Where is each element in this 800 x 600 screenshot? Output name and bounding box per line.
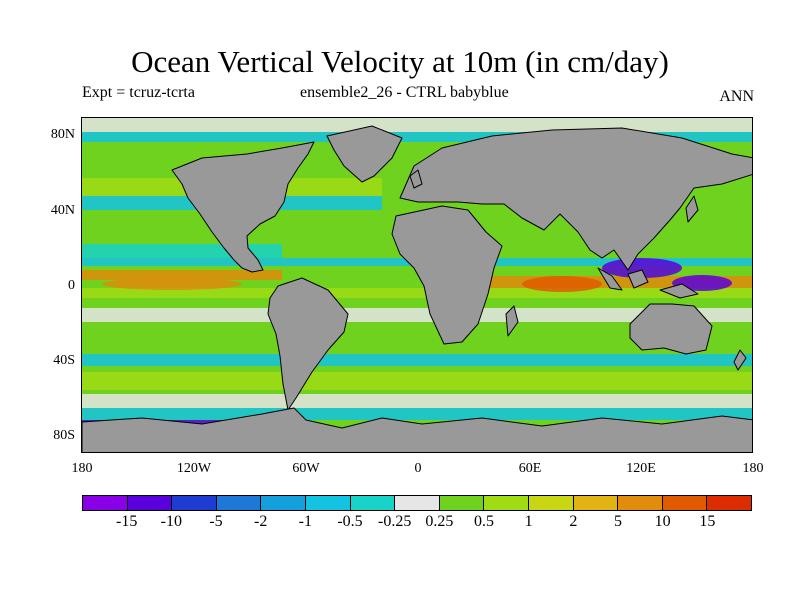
- field-band: [82, 408, 752, 420]
- japan: [685, 195, 699, 223]
- land-masses: [82, 125, 752, 452]
- south-america: [267, 277, 349, 411]
- field-band: [82, 270, 282, 280]
- lon-label-120w: 120W: [176, 461, 212, 476]
- colorbar-tick-label: 5: [614, 513, 622, 530]
- colorbar-tick-label: 0.5: [474, 513, 494, 530]
- colorbar-segment: [484, 496, 529, 510]
- field-band: [82, 118, 752, 132]
- lat-label-40s: 40S: [53, 353, 75, 368]
- colorbar-tick-label: -0.25: [377, 513, 412, 530]
- lon-label-120e: 120E: [626, 461, 656, 476]
- colorbar-tick-label: 10: [654, 513, 671, 530]
- colorbar-segment: [395, 496, 440, 510]
- colorbar-tick-label: 0.25: [425, 513, 454, 530]
- field-band: [82, 308, 752, 322]
- colorbar-tick-label: 2: [569, 513, 578, 530]
- eurasia: [399, 127, 752, 271]
- uk: [409, 169, 423, 189]
- colorbar-tick-label: -5: [209, 513, 223, 530]
- field-band: [82, 330, 752, 346]
- lat-label-equator: 0: [68, 278, 75, 293]
- field-band: [82, 372, 752, 390]
- colorbar-tick-label: -1: [298, 513, 312, 530]
- colorbar-segment: [439, 496, 485, 510]
- world-map: [82, 118, 752, 452]
- field-patch: [102, 278, 242, 290]
- colorbar-segment: [172, 496, 217, 510]
- colorbar: [82, 495, 752, 511]
- colorbar-tick-label: -15: [115, 513, 138, 530]
- lat-label-80s: 80S: [53, 428, 75, 443]
- australia: [629, 303, 713, 355]
- lat-label-80n: 80N: [50, 127, 75, 142]
- colorbar-segment: [261, 496, 306, 510]
- field-band: [82, 354, 752, 366]
- experiment-label: Expt = tcruz-tcrta: [82, 84, 195, 101]
- plot-title: Ocean Vertical Velocity at 10m (in cm/da…: [131, 44, 669, 79]
- field-band: [82, 394, 752, 408]
- field-patch: [522, 276, 602, 292]
- new-zealand: [733, 349, 747, 371]
- colorbar-tick-label: 1: [524, 513, 533, 530]
- season-label: ANN: [719, 88, 754, 105]
- colorbar-segment: [305, 496, 351, 510]
- antarctica: [82, 407, 752, 452]
- colorbar-segment: [662, 496, 708, 510]
- new-guinea: [659, 283, 699, 299]
- lon-label-60e: 60E: [518, 461, 542, 476]
- colorbar-segment: [707, 496, 751, 510]
- colorbar-tick-label: -2: [253, 513, 268, 530]
- lon-label-180w: 180: [71, 461, 93, 476]
- colorbar-segment: [350, 496, 396, 510]
- north-america: [171, 141, 315, 273]
- colorbar-segment: [618, 496, 663, 510]
- colorbar-tick-label: 15: [699, 513, 716, 530]
- lon-label-180e: 180: [742, 461, 764, 476]
- colorbar-segment: [216, 496, 262, 510]
- madagascar: [505, 305, 519, 337]
- ensemble-label: ensemble2_26 - CTRL babyblue: [300, 84, 509, 101]
- colorbar-segment: [127, 496, 173, 510]
- lon-label-0: 0: [414, 461, 422, 476]
- sumatra: [597, 267, 623, 291]
- field-band: [82, 132, 752, 142]
- colorbar-segment: [83, 496, 128, 510]
- greenland: [326, 125, 403, 183]
- borneo: [627, 269, 649, 289]
- lon-label-60w: 60W: [292, 461, 320, 476]
- colorbar-tick-label: -0.5: [337, 513, 363, 530]
- colorbar-segment: [573, 496, 619, 510]
- field-patch: [602, 258, 682, 278]
- field-band: [82, 288, 752, 298]
- map-panel: [81, 117, 753, 453]
- lat-label-40n: 40N: [50, 203, 75, 218]
- colorbar-segment: [528, 496, 574, 510]
- africa: [391, 205, 503, 345]
- colorbar-tick-label: -10: [160, 513, 182, 530]
